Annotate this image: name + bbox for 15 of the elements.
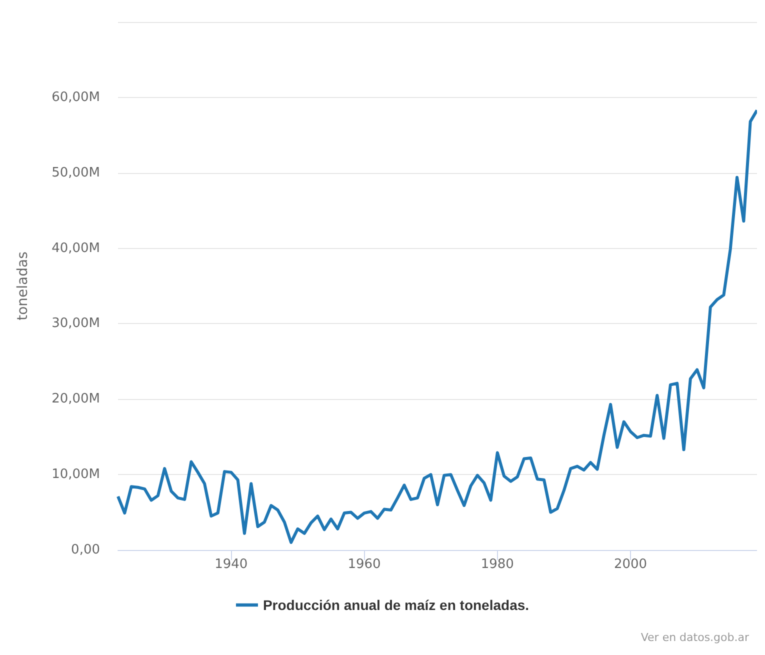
text: Ver en datos.gob.ar <box>640 631 750 644</box>
legend-label: Producción anual de maíz en toneladas. <box>262 597 530 613</box>
y-tick-label: 30,00M <box>52 316 100 332</box>
y-axis-title: toneladas <box>15 252 31 320</box>
line-series <box>116 108 757 544</box>
x-tick-label: 1960 <box>348 557 381 572</box>
y-tick-label: 0,00 <box>71 542 100 558</box>
y-tick-label: 10,00M <box>52 467 100 482</box>
x-tick-label: 1940 <box>214 557 248 572</box>
y-tick-label: 60,00M <box>52 90 100 105</box>
x-tick-label: 2000 <box>614 557 648 572</box>
x-tick-label: 1980 <box>480 557 514 572</box>
y-tick-label: 50,00M <box>52 165 100 180</box>
y-tick-label: 20,00M <box>52 392 100 407</box>
y-tick-label: 40,00M <box>52 240 100 256</box>
